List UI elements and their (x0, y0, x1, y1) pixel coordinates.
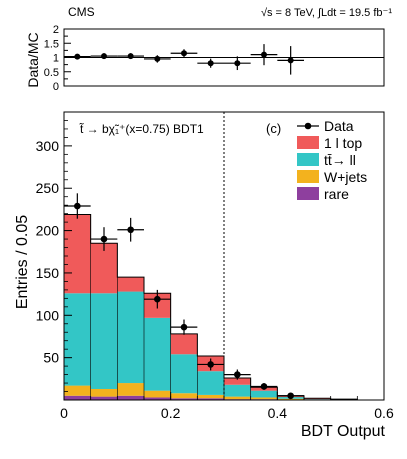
bar-tt-ll (224, 384, 251, 397)
bar-rare (90, 396, 118, 400)
data-point (234, 371, 241, 378)
x-axis-label: BDT Output (301, 423, 386, 440)
ratio-ylabel: Data/MC (25, 32, 41, 87)
panel-label: (c) (266, 121, 281, 136)
legend-data-marker (304, 122, 312, 130)
ratio-point (234, 60, 241, 67)
main-ylabel: Entries / 0.05 (14, 215, 31, 309)
legend-swatch (297, 170, 319, 183)
bar-w-jets (144, 390, 171, 398)
bar-1-l-top (90, 243, 118, 294)
bar-tt-ll (64, 293, 91, 386)
ratio-point (207, 60, 214, 67)
bar-tt-ll (250, 390, 278, 398)
ratio-ytick-label: 0 (53, 81, 59, 93)
bar-w-jets (277, 398, 304, 400)
legend-label: 1 l top (324, 135, 362, 151)
bar-tt-ll (144, 317, 171, 391)
bar-w-jets (117, 383, 144, 396)
legend-swatch (297, 153, 319, 166)
bar-1-l-top (117, 277, 144, 292)
legend-label: W+jets (324, 169, 367, 185)
main-panel: Entries / 0.05 50 100 150 200 250 300 0 0.2 0.4 0… (14, 111, 394, 440)
ratio-point (261, 51, 267, 58)
signal-annotation: t̃ → bχ̃₁⁺(x=0.75) BDT1 (79, 121, 204, 136)
main-ytick-label: 150 (36, 265, 60, 281)
data-point (180, 323, 188, 331)
ratio-point (287, 57, 294, 64)
legend-swatch (297, 136, 319, 149)
data-point (127, 226, 134, 234)
ratio-ytick-label: 0.5 (44, 67, 59, 79)
legend-label: rare (324, 186, 349, 202)
data-point (154, 295, 161, 303)
ratio-point (127, 53, 134, 60)
data-point (260, 383, 268, 390)
main-ytick-label: 200 (36, 223, 60, 239)
bar-w-jets (90, 388, 118, 397)
ratio-point (181, 50, 187, 57)
bar-1-l-top (64, 214, 91, 294)
bar-w-jets (170, 393, 198, 399)
bar-w-jets (224, 396, 251, 400)
bar-rare (170, 398, 198, 400)
main-xtick-label: 0.2 (161, 405, 181, 421)
bar-w-jets (64, 385, 91, 396)
main-ytick-label: 50 (43, 350, 59, 366)
ratio-panel: Data/MC 0 0.5 1 1.5 2 (25, 24, 385, 93)
ratio-point (101, 53, 107, 60)
legend-swatch (297, 187, 319, 200)
bar-tt-ll (90, 293, 118, 389)
data-point (74, 202, 81, 210)
main-ytick-label: 300 (36, 138, 60, 154)
bar-1-l-top (224, 377, 251, 385)
ratio-point (74, 53, 81, 60)
bar-rare (64, 395, 91, 400)
bar-tt-ll (197, 371, 224, 395)
bar-rare (117, 395, 144, 400)
ratio-ytick-label: 1 (53, 53, 59, 65)
data-point (287, 392, 294, 400)
main-ytick-label: 250 (36, 180, 60, 196)
bar-1-l-top (170, 333, 198, 355)
main-xtick-label: 0.4 (268, 405, 288, 421)
main-xtick-label: 0 (60, 405, 68, 421)
bar-w-jets (197, 394, 224, 399)
data-point (207, 361, 214, 368)
energy-luminosity-label: √s = 8 TeV, ∫Ldt = 19.5 fb⁻¹ (261, 7, 392, 19)
bar-tt-ll (117, 291, 144, 384)
legend-label-data: Data (324, 118, 354, 134)
experiment-label: CMS (68, 5, 95, 19)
ratio-ytick-label: 2 (53, 24, 59, 36)
bar-w-jets (250, 397, 278, 400)
ratio-point (154, 55, 161, 62)
legend-label: tt̄→ ll (324, 152, 356, 168)
main-xtick-label: 0.6 (374, 405, 394, 421)
data-point (100, 235, 108, 243)
bar-tt-ll (170, 354, 198, 394)
bar-rare (197, 398, 224, 400)
ratio-ytick-label: 1.5 (44, 38, 59, 50)
bar-rare (144, 397, 171, 400)
main-ytick-label: 100 (36, 307, 60, 323)
